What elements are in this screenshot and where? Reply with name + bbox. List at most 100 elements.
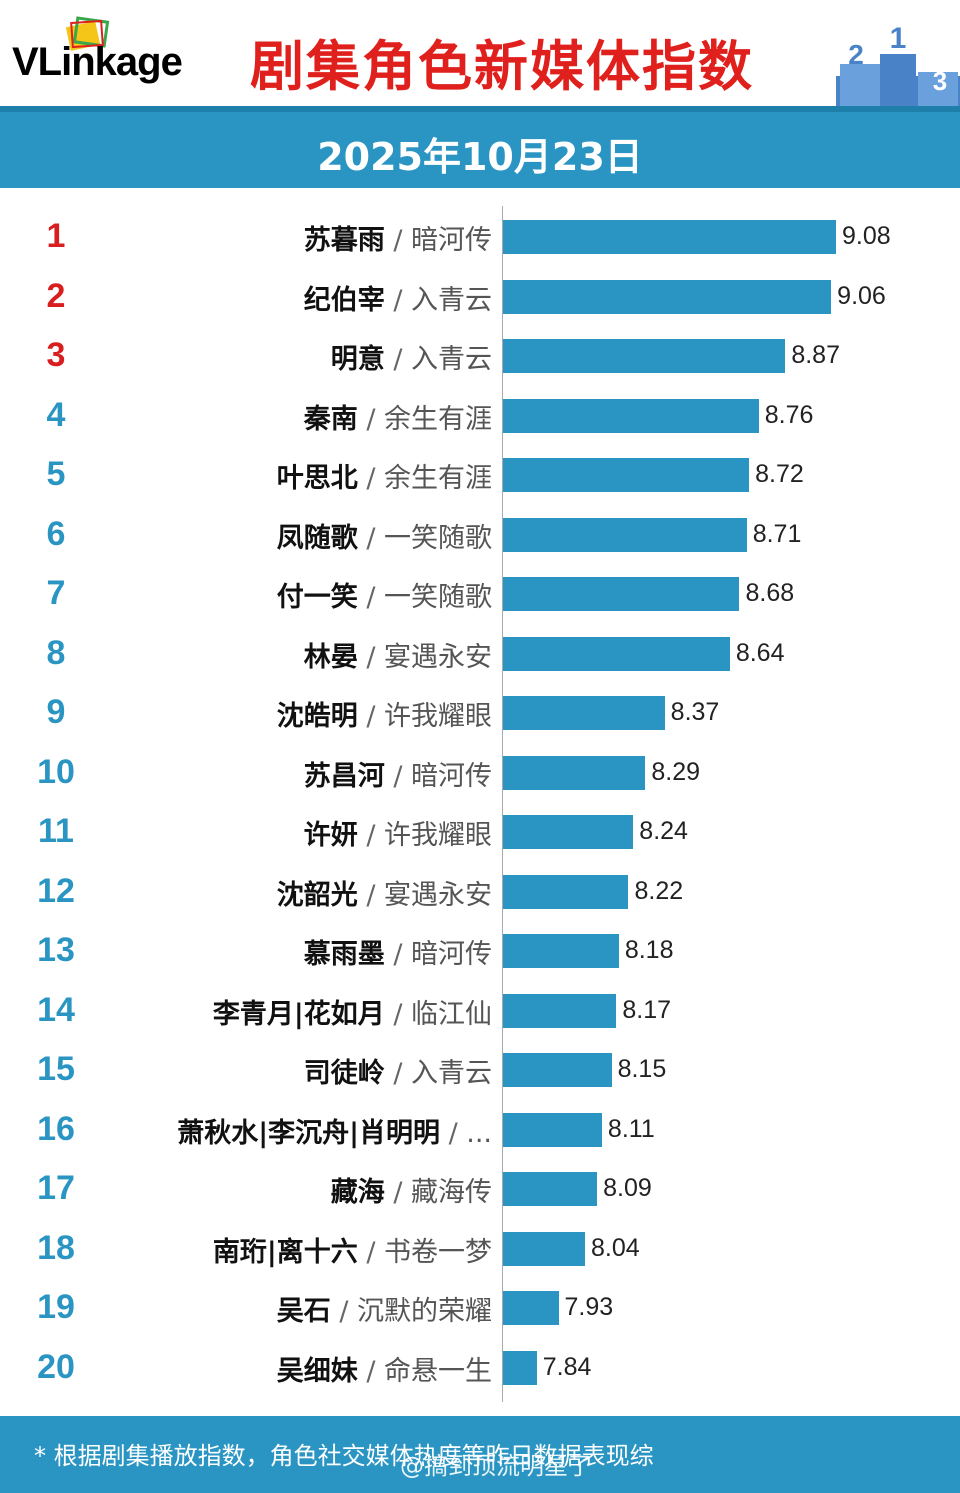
character-name: 凤随歌	[276, 522, 358, 554]
value-label: 8.11	[607, 1114, 655, 1143]
drama-name: 入青云	[411, 284, 492, 316]
label-separator: /	[439, 1117, 467, 1149]
character-name: 慕雨墨	[303, 939, 385, 970]
bar	[503, 517, 747, 552]
rank-number: 1	[46, 217, 66, 255]
rank-number: 5	[46, 455, 66, 493]
drama-name: 藏海传	[411, 1177, 492, 1208]
drama-name: 入青云	[411, 1058, 492, 1089]
rank-number: 8	[46, 633, 66, 672]
value-label: 8.71	[752, 519, 802, 548]
character-name: 许妍	[303, 820, 358, 851]
value-label: 8.18	[624, 936, 674, 964]
row-label: 林晏 / 宴遇永安	[304, 635, 492, 674]
rank-number: 15	[37, 1050, 75, 1088]
bar	[503, 1231, 586, 1266]
bar	[503, 279, 832, 314]
rank-number: 17	[37, 1169, 75, 1207]
header: VLinkage 剧集角色新媒体指数 1 2 3	[0, 0, 960, 106]
logo-text: VLinkage	[12, 40, 183, 84]
label-separator: /	[357, 522, 384, 554]
footnote: * 根据剧集播放指数，角色社交媒体热度等昨日数据表现综	[34, 1442, 654, 1470]
value-label: 8.15	[617, 1055, 667, 1083]
value-label: 8.64	[735, 638, 785, 667]
page-title: 剧集角色新媒体指数	[250, 35, 754, 98]
chart-axis	[502, 206, 503, 1402]
label-separator: /	[357, 463, 384, 494]
rank-number: 18	[37, 1228, 75, 1267]
bar	[503, 755, 646, 790]
character-name: 苏暮雨	[303, 225, 385, 256]
drama-name: 余生有涯	[384, 403, 492, 435]
bar	[503, 339, 786, 373]
row-label: 司徒岭 / 入青云	[304, 1051, 492, 1090]
footer: * 根据剧集播放指数，角色社交媒体热度等昨日数据表现综 @搞到顶流明星了	[0, 1416, 960, 1493]
value-label: 8.04	[591, 1233, 640, 1262]
row-label: 叶思北 / 余生有涯	[277, 456, 492, 495]
row-label: 付一笑 / 一笑随歌	[277, 575, 492, 614]
rank-number: 12	[37, 871, 75, 910]
value-label: 8.17	[622, 995, 672, 1024]
label-separator: /	[384, 760, 411, 792]
label-separator: /	[384, 344, 411, 375]
row-label: 李青月|花如月 / 临江仙	[213, 992, 492, 1031]
value-label: 8.29	[651, 757, 701, 786]
character-name: 叶思北	[276, 463, 358, 494]
date-banner: 2025年10月23日	[0, 106, 960, 188]
value-label: 9.08	[842, 222, 891, 250]
rank-number: 7	[46, 574, 66, 612]
drama-name: 余生有涯	[384, 463, 492, 494]
drama-name: 许我耀眼	[384, 701, 492, 732]
drama-name: 一笑随歌	[384, 582, 492, 613]
label-separator: /	[357, 1355, 384, 1387]
character-name: 吴石	[276, 1296, 331, 1327]
row-label: 慕雨墨 / 暗河传	[304, 932, 492, 971]
drama-name: 宴遇永安	[384, 879, 492, 911]
drama-name: 一笑随歌	[384, 522, 492, 554]
svg-text:3: 3	[933, 66, 947, 96]
row-label: 明意 / 入青云	[331, 337, 492, 376]
row-label: 吴细妹 / 命悬一生	[277, 1349, 492, 1388]
bar	[503, 220, 836, 254]
value-label: 8.09	[603, 1174, 652, 1202]
rank-number: 6	[46, 514, 66, 553]
character-name: 萧秋水|李沉舟|肖明明	[177, 1117, 440, 1149]
row-label: 南珩|离十六 / 书卷一梦	[213, 1230, 492, 1269]
label-separator: /	[357, 820, 384, 851]
rank-number: 13	[37, 931, 75, 969]
label-separator: /	[384, 225, 411, 256]
value-label: 8.22	[634, 876, 684, 905]
logo-squares-icon	[65, 16, 110, 51]
character-name: 明意	[330, 344, 385, 375]
label-separator: /	[384, 1058, 411, 1089]
bar	[503, 458, 750, 492]
character-name: 李青月|花如月	[212, 998, 385, 1030]
row-label: 秦南 / 余生有涯	[304, 397, 492, 436]
bar	[503, 1112, 602, 1147]
rank-number: 3	[46, 336, 66, 374]
drama-name: 暗河传	[411, 760, 492, 792]
drama-name: 沉默的荣耀	[357, 1296, 492, 1327]
value-label: 8.68	[745, 579, 795, 607]
label-separator: /	[357, 641, 384, 673]
character-name: 沈韶光	[276, 879, 358, 911]
rank-number: 20	[37, 1347, 75, 1386]
drama-name: 暗河传	[411, 225, 492, 256]
drama-name: 命悬一生	[384, 1355, 492, 1387]
bar	[503, 934, 619, 968]
label-separator: /	[357, 879, 384, 911]
drama-name: 暗河传	[411, 939, 492, 970]
label-separator: /	[357, 701, 384, 732]
value-label: 8.72	[755, 460, 804, 488]
value-label: 7.93	[564, 1293, 614, 1321]
label-separator: /	[384, 939, 411, 970]
row-label: 苏昌河 / 暗河传	[304, 754, 492, 793]
drama-name: 临江仙	[411, 998, 492, 1030]
label-separator: /	[357, 582, 384, 613]
bar	[503, 1291, 559, 1325]
row-label: 吴石 / 沉默的荣耀	[277, 1289, 492, 1328]
drama-name: 许我耀眼	[384, 820, 492, 851]
character-name: 纪伯宰	[303, 284, 385, 316]
row-label: 苏暮雨 / 暗河传	[304, 218, 492, 257]
bar	[503, 1053, 612, 1087]
